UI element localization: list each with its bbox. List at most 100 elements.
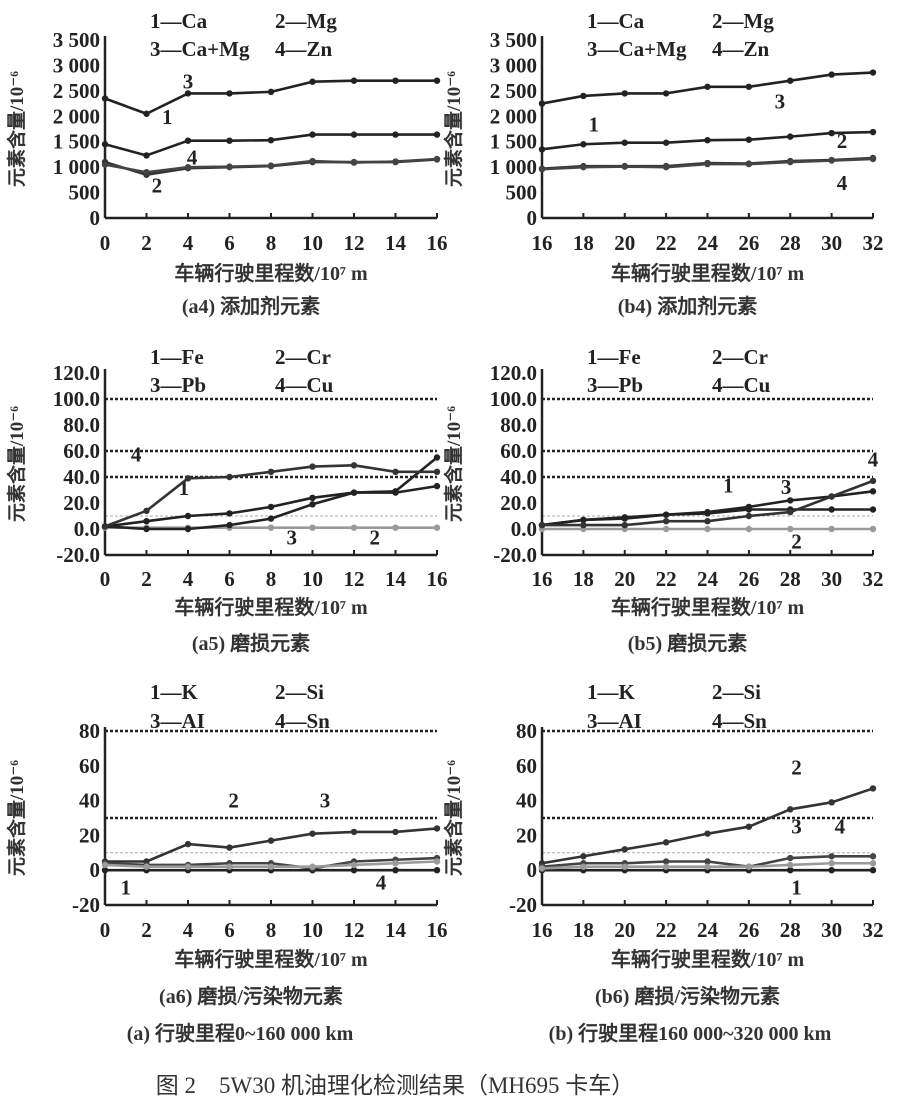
data-point xyxy=(621,139,628,146)
chart-b5: 1—Fe 2—Cr 3—Pb 4—Cu -20.00.020.040.060.080.0… xyxy=(442,345,884,655)
data-point xyxy=(787,497,794,504)
x-tick-label: 12 xyxy=(344,918,365,942)
data-point xyxy=(538,100,546,107)
data-point xyxy=(662,525,670,533)
data-point xyxy=(433,468,441,475)
data-point xyxy=(309,501,316,508)
y-tick-label: 1 500 xyxy=(53,130,100,154)
y-tick-label: 500 xyxy=(69,181,101,205)
data-point xyxy=(101,867,109,874)
data-point xyxy=(226,137,233,144)
data-point xyxy=(704,863,711,870)
data-point xyxy=(662,139,670,146)
y-tick-label: 120.0 xyxy=(490,361,537,385)
x-tick-label: 4 xyxy=(183,231,194,255)
y-tick-label: 20.0 xyxy=(63,491,100,515)
x-tick-label: 32 xyxy=(863,918,884,942)
data-point xyxy=(350,861,358,869)
series-si: 2 xyxy=(538,756,877,867)
x-tick-label: 10 xyxy=(302,231,323,255)
data-point xyxy=(309,524,316,531)
x-tick-label: 14 xyxy=(385,918,407,942)
x-tick-label: 10 xyxy=(302,567,323,591)
data-point xyxy=(267,524,275,531)
data-point xyxy=(350,867,358,874)
y-tick-label: 20.0 xyxy=(500,491,537,515)
data-point xyxy=(392,860,399,867)
y-axis-label: 元素含量/10⁻⁶ xyxy=(442,760,465,876)
y-tick-label: 0 xyxy=(527,858,538,882)
data-point xyxy=(392,524,399,531)
data-point xyxy=(433,454,441,461)
x-tick-label: 2 xyxy=(141,567,152,591)
data-point xyxy=(869,477,877,485)
data-point xyxy=(184,137,192,144)
x-tick-label: 16 xyxy=(532,918,553,942)
panel-caption: (a4) 添加剂元素 xyxy=(182,294,320,318)
data-point xyxy=(101,861,109,869)
y-tick-label: 3 000 xyxy=(53,53,100,77)
x-tick-label: 22 xyxy=(656,231,677,255)
x-tick-label: 26 xyxy=(738,918,759,942)
data-point xyxy=(538,165,546,173)
x-tick-label: 16 xyxy=(532,231,553,255)
series-number-label: 4 xyxy=(187,146,198,170)
x-tick-label: 24 xyxy=(697,918,719,942)
data-point xyxy=(580,521,587,529)
series-number-label: 3 xyxy=(287,526,298,550)
chart-a5: 1—Fe 2—Cr 3—Pb 4—Cu -20.00.020.040.060.080.0… xyxy=(5,345,448,655)
x-tick-label: 2 xyxy=(141,918,152,942)
data-point xyxy=(828,860,835,867)
y-tick-label: 500 xyxy=(506,181,538,205)
legend-entry: 2—Mg xyxy=(275,9,337,33)
x-tick-label: 18 xyxy=(573,918,594,942)
data-point xyxy=(392,131,399,138)
y-tick-label: 2 000 xyxy=(53,104,100,128)
data-point xyxy=(309,463,316,470)
y-tick-label: 0 xyxy=(527,206,538,230)
y-tick-label: 40 xyxy=(79,789,100,813)
data-point xyxy=(309,131,316,138)
data-point xyxy=(869,155,877,163)
data-point xyxy=(350,159,358,166)
x-tick-label: 28 xyxy=(780,918,801,942)
y-tick-label: 100.0 xyxy=(53,387,100,411)
y-tick-label: 80.0 xyxy=(63,413,100,437)
data-point xyxy=(787,158,794,166)
data-point xyxy=(621,863,628,870)
series-number-label: 1 xyxy=(121,876,132,900)
y-tick-label: 80 xyxy=(79,719,100,743)
y-tick-label: 80 xyxy=(516,719,537,743)
legend-entry: 3—Ca+Mg xyxy=(587,37,687,61)
legend-entry: 4—Zn xyxy=(712,37,770,61)
data-point xyxy=(580,141,587,148)
data-point xyxy=(101,161,109,168)
legend-entry: 3—Ca+Mg xyxy=(150,37,250,61)
x-tick-label: 4 xyxy=(183,567,194,591)
data-point xyxy=(745,823,753,830)
y-tick-label: 1 500 xyxy=(490,130,537,154)
series-cu: 4 xyxy=(538,448,879,529)
data-point xyxy=(350,489,358,496)
y-tick-label: 100.0 xyxy=(490,387,537,411)
data-point xyxy=(745,525,753,533)
series-number-label: 1 xyxy=(723,474,734,498)
x-tick-label: 8 xyxy=(266,918,277,942)
data-point xyxy=(392,867,399,874)
data-point xyxy=(267,88,275,96)
data-point xyxy=(828,129,835,137)
data-point xyxy=(184,90,192,97)
data-point xyxy=(143,152,150,159)
data-point xyxy=(392,158,399,165)
data-point xyxy=(433,524,441,531)
x-tick-label: 30 xyxy=(821,567,842,591)
legend-entry: 3—AI xyxy=(587,709,642,733)
data-point xyxy=(538,521,546,529)
legend-entry: 2—Mg xyxy=(712,9,774,33)
x-tick-label: 24 xyxy=(697,567,719,591)
data-point xyxy=(787,806,794,813)
x-tick-label: 18 xyxy=(573,567,594,591)
figure-title: 图 2 5W30 机油理化检测结果（MH695 卡车） xyxy=(156,1073,635,1098)
